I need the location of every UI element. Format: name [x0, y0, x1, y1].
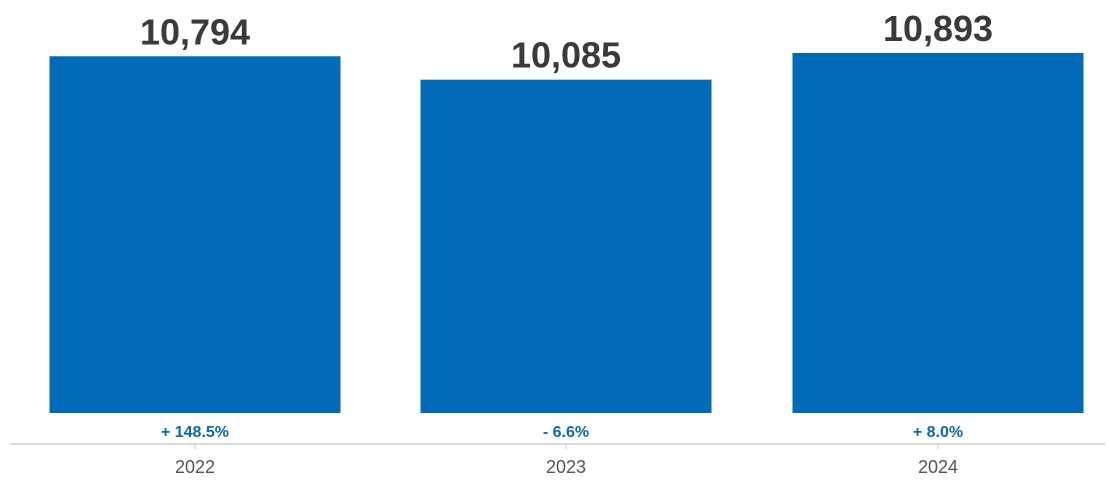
bar-2022 — [49, 56, 341, 414]
value-label-2023: 10,085 — [511, 35, 621, 76]
x-tick-label-2022: 2022 — [175, 457, 215, 477]
bars-layer — [49, 53, 1084, 414]
change-label-2023: - 6.6% — [543, 424, 589, 441]
labels-layer: 10,794 + 148.5% 2022 10,085 - 6.6% 2023 10,893… — [140, 8, 993, 477]
bar-2023 — [420, 79, 712, 414]
change-label-2024: + 8.0% — [913, 424, 963, 441]
value-label-2022: 10,794 — [140, 11, 250, 52]
change-label-2022: + 148.5% — [161, 424, 229, 441]
x-tick-label-2023: 2023 — [546, 457, 586, 477]
x-tick-label-2024: 2024 — [918, 457, 958, 477]
bar-2024 — [792, 53, 1084, 413]
value-label-2024: 10,893 — [883, 8, 993, 49]
